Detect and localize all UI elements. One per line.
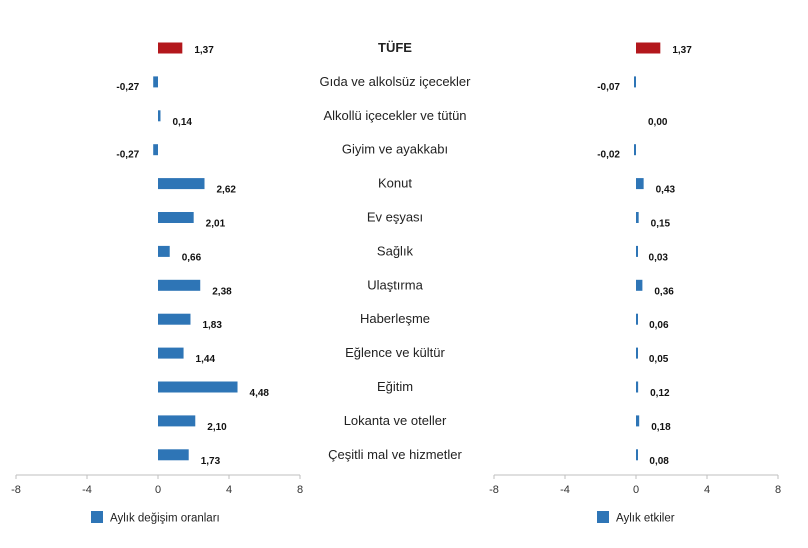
category-label: Haberleşme xyxy=(360,311,430,326)
x-tick-label: 0 xyxy=(155,484,161,496)
category-label: Ulaştırma xyxy=(367,277,423,292)
bar xyxy=(636,212,639,223)
category-label: Gıda ve alkolsüz içecekler xyxy=(319,74,471,89)
bar xyxy=(634,144,636,156)
bar xyxy=(158,381,238,393)
data-label: 2,38 xyxy=(212,286,232,297)
data-label: 2,62 xyxy=(217,185,237,196)
bar xyxy=(153,144,158,156)
data-label: 1,73 xyxy=(201,456,221,467)
bar xyxy=(636,415,640,427)
legend-swatch xyxy=(91,511,103,523)
x-tick-label: -8 xyxy=(11,484,21,496)
left-panel: -8 -4 0 4 8 1,37 -0,27 0,14 -0,27 2,62 2,01 0,66 2,3… xyxy=(11,42,303,525)
data-label: -0,02 xyxy=(597,150,620,161)
legend-label: Aylık etkiler xyxy=(616,513,675,525)
bar xyxy=(158,42,183,54)
data-label: 0,00 xyxy=(648,117,668,128)
data-label: 4,48 xyxy=(250,388,270,399)
bar xyxy=(636,178,644,190)
legend-label: Aylık değişim oranları xyxy=(110,513,220,525)
data-label: -0,27 xyxy=(116,150,139,161)
bar xyxy=(158,449,189,461)
category-labels: TÜFE Gıda ve alkolsüz içecekler Alkollü iç… xyxy=(319,40,471,462)
bar xyxy=(636,42,661,54)
category-label: Sağlık xyxy=(377,243,414,258)
data-label: 2,10 xyxy=(207,422,227,433)
data-label: -0,07 xyxy=(597,82,620,93)
data-label: 1,44 xyxy=(196,354,216,365)
data-label: 0,18 xyxy=(651,422,671,433)
data-label: 2,01 xyxy=(206,219,226,230)
category-label: Çeşitli mal ve hizmetler xyxy=(328,447,462,462)
bar xyxy=(634,76,636,88)
bar xyxy=(158,415,196,427)
data-label: 1,37 xyxy=(672,45,692,56)
x-tick-label: -8 xyxy=(489,484,499,496)
category-label: Giyim ve ayakkabı xyxy=(342,142,448,157)
x-tick-label: -4 xyxy=(82,484,92,496)
category-label: Lokanta ve oteller xyxy=(344,413,447,428)
bar xyxy=(158,212,194,223)
data-label: 0,66 xyxy=(182,252,202,263)
data-label: 0,36 xyxy=(654,286,674,297)
bar xyxy=(636,279,643,291)
x-tick-label: -4 xyxy=(560,484,570,496)
bar xyxy=(158,313,191,325)
category-label: Ev eşyası xyxy=(367,210,423,225)
right-panel: -8 -4 0 4 8 1,37 -0,07 0,00 -0,02 0,43 0,15 0,03 0,3… xyxy=(489,42,781,525)
data-label: 1,83 xyxy=(202,320,222,331)
data-label: 0,06 xyxy=(649,320,669,331)
category-label: Eğitim xyxy=(377,379,413,394)
bar xyxy=(636,313,638,325)
bar xyxy=(636,347,638,359)
bar xyxy=(153,76,158,88)
legend-swatch xyxy=(597,511,609,523)
x-tick-label: 4 xyxy=(226,484,232,496)
category-label: Konut xyxy=(378,176,412,191)
data-label: 0,43 xyxy=(656,185,676,196)
bar xyxy=(636,245,638,257)
bar xyxy=(158,347,184,359)
data-label: 0,05 xyxy=(649,354,669,365)
data-label: 0,14 xyxy=(172,117,192,128)
bar xyxy=(158,245,170,257)
data-label: 0,03 xyxy=(649,252,669,263)
bar xyxy=(636,449,638,461)
category-label: Eğlence ve kültür xyxy=(345,345,445,360)
bar xyxy=(158,110,161,122)
data-label: -0,27 xyxy=(116,82,139,93)
x-tick-label: 4 xyxy=(704,484,710,496)
x-tick-label: 8 xyxy=(297,484,303,496)
category-label: Alkollü içecekler ve tütün xyxy=(323,108,466,123)
data-label: 0,08 xyxy=(649,456,669,467)
bar xyxy=(636,381,639,393)
x-tick-label: 0 xyxy=(633,484,639,496)
data-label: 1,37 xyxy=(194,45,214,56)
data-label: 0,12 xyxy=(650,388,670,399)
bar xyxy=(158,178,205,190)
x-tick-label: 8 xyxy=(775,484,781,496)
data-label: 0,15 xyxy=(651,219,671,230)
category-label: TÜFE xyxy=(378,40,412,55)
bar xyxy=(158,279,201,291)
